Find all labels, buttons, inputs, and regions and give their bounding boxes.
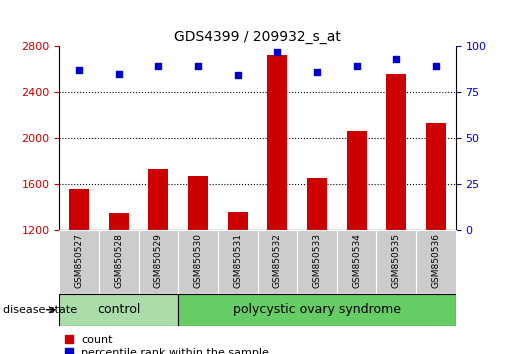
Bar — [59, 294, 178, 326]
Text: GSM850534: GSM850534 — [352, 233, 361, 288]
Text: GSM850536: GSM850536 — [432, 233, 440, 288]
Text: GSM850527: GSM850527 — [75, 233, 83, 288]
Bar — [218, 230, 258, 294]
Bar — [258, 230, 297, 294]
Text: control: control — [97, 303, 141, 316]
Text: GSM850535: GSM850535 — [392, 233, 401, 288]
Bar — [69, 189, 89, 230]
Point — [194, 63, 202, 69]
Text: GSM850531: GSM850531 — [233, 233, 242, 288]
Text: disease state: disease state — [3, 305, 77, 315]
Bar — [59, 230, 99, 294]
Text: GSM850529: GSM850529 — [154, 233, 163, 288]
Point — [273, 49, 281, 55]
Text: GSM850528: GSM850528 — [114, 233, 123, 288]
Text: GSM850533: GSM850533 — [313, 233, 321, 288]
Bar — [139, 230, 178, 294]
Bar — [99, 230, 139, 294]
Point — [392, 56, 401, 62]
Bar — [188, 176, 208, 230]
Bar — [267, 55, 287, 230]
Text: GSM850530: GSM850530 — [194, 233, 202, 288]
Point — [432, 63, 440, 69]
Bar — [416, 230, 456, 294]
Bar — [148, 169, 168, 230]
Bar — [109, 213, 129, 230]
Bar — [347, 131, 367, 230]
Bar — [297, 230, 337, 294]
Bar — [386, 74, 406, 230]
Bar — [178, 294, 456, 326]
Bar — [178, 230, 218, 294]
Text: GSM850532: GSM850532 — [273, 233, 282, 288]
Bar — [426, 123, 446, 230]
Point — [75, 67, 83, 73]
Title: GDS4399 / 209932_s_at: GDS4399 / 209932_s_at — [174, 30, 341, 44]
Point — [234, 73, 242, 78]
Bar — [376, 230, 416, 294]
Bar — [228, 212, 248, 230]
Bar — [337, 230, 376, 294]
Legend: count, percentile rank within the sample: count, percentile rank within the sample — [65, 335, 269, 354]
Point — [154, 63, 163, 69]
Bar — [307, 178, 327, 230]
Point — [114, 71, 123, 76]
Point — [352, 63, 360, 69]
Text: polycystic ovary syndrome: polycystic ovary syndrome — [233, 303, 401, 316]
Point — [313, 69, 321, 75]
